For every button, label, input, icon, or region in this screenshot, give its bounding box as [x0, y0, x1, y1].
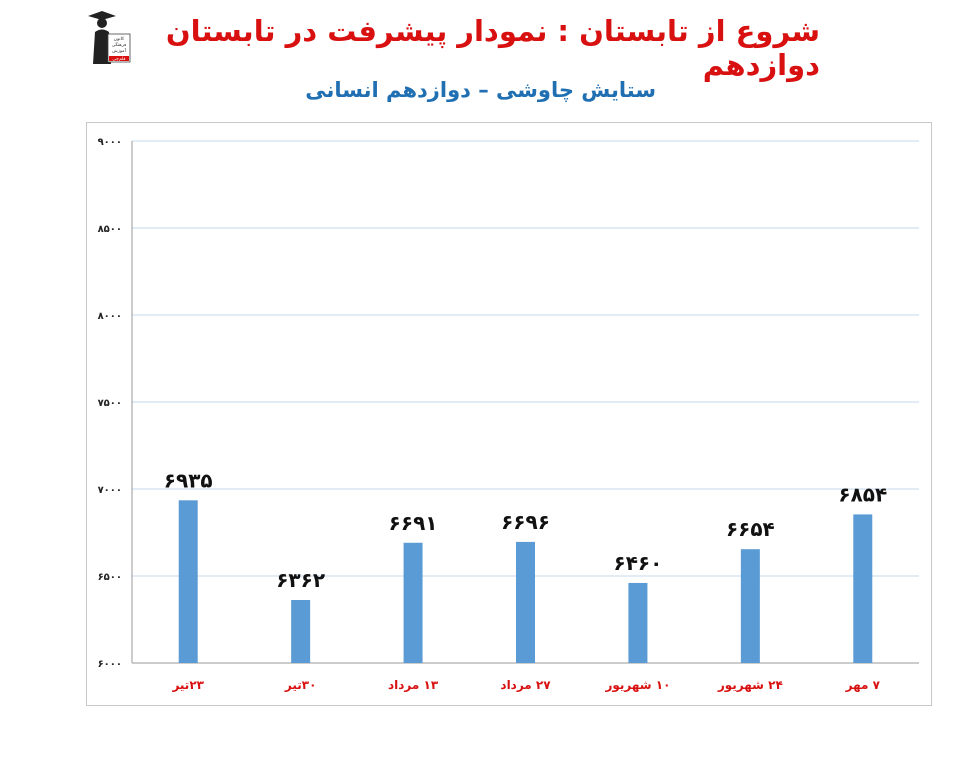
bar — [403, 542, 423, 663]
bar — [291, 600, 311, 663]
bar-chart: ۶۰۰۰ ۶۵۰۰ ۷۰۰۰ ۷۵۰۰ ۸۰۰۰ ۸۵۰۰ ۹۰۰۰ ۶۹۳۵ ۲۳تیر ۶۳۶… — [98, 137, 919, 693]
y-tick-label: ۸۰۰۰ — [98, 311, 122, 322]
y-tick-label: ۶۰۰۰ — [98, 659, 122, 670]
logo-text-4: قلم‌چی — [112, 57, 125, 62]
data-label: ۶۴۶۰ — [614, 551, 663, 575]
x-tick-label: ۱۳ مرداد — [388, 678, 439, 692]
x-tick-label: ۲۴ شهریور — [717, 678, 783, 693]
y-tick-label: ۹۰۰۰ — [98, 137, 122, 148]
graduate-figure-icon — [88, 11, 131, 64]
bar — [516, 541, 535, 663]
x-tick-label: ۷ مهر — [845, 678, 881, 692]
data-label: ۶۶۹۱ — [389, 511, 438, 535]
y-tick-label: ۷۵۰۰ — [98, 398, 122, 409]
logo-text-2: فرهنگی — [112, 41, 127, 48]
x-tick-label: ۳۰تیر — [284, 678, 317, 692]
data-label: ۶۶۵۴ — [726, 517, 775, 541]
y-tick-label: ۶۵۰۰ — [98, 572, 122, 583]
page-title: شروع از تابستان : نمودار پیشرفت در تابست… — [165, 14, 820, 82]
y-tick-label: ۸۵۰۰ — [98, 224, 122, 235]
data-label: ۶۹۳۵ — [164, 468, 213, 492]
bar — [853, 514, 873, 663]
bar — [178, 500, 198, 663]
logo-text-1: کانون — [114, 36, 125, 42]
bar — [740, 549, 760, 663]
chart-frame: ۶۰۰۰ ۶۵۰۰ ۷۰۰۰ ۷۵۰۰ ۸۰۰۰ ۸۵۰۰ ۹۰۰۰ ۶۹۳۵ ۲۳تیر ۶۳۶… — [86, 122, 932, 706]
y-tick-label: ۷۰۰۰ — [98, 485, 122, 496]
x-tick-label: ۲۳تیر — [171, 678, 204, 692]
x-tick-label: ۱۰ شهریور — [604, 678, 670, 693]
bar — [628, 582, 648, 663]
chart-subtitle: ستایش چاوشی – دوازدهم انسانی — [305, 78, 656, 102]
data-label: ۶۶۹۶ — [501, 510, 550, 534]
data-label: ۶۳۶۲ — [276, 568, 325, 592]
logo-text-3: آموزش — [112, 48, 126, 54]
x-tick-label: ۲۷ مرداد — [500, 678, 551, 692]
data-label: ۶۸۵۴ — [838, 482, 887, 506]
logo: کانون فرهنگی آموزش قلم‌چی — [88, 11, 131, 64]
